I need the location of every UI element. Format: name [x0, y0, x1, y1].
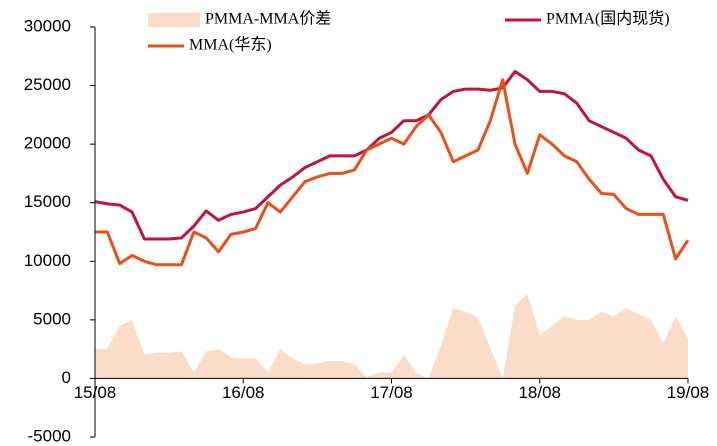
legend-label: MMA(华东)	[189, 36, 272, 54]
x-tick-label: 15/08	[74, 383, 117, 402]
legend-label: PMMA(国内现货)	[546, 10, 670, 28]
x-tick-label: 17/08	[370, 383, 413, 402]
y-tick-label: 5000	[33, 309, 71, 328]
legend-label: PMMA-MMA价差	[205, 10, 331, 28]
y-tick-label: 15000	[24, 192, 71, 211]
y-tick-label: 20000	[24, 134, 71, 153]
spread-area	[95, 294, 688, 379]
y-tick-label: 10000	[24, 251, 71, 270]
y-tick-label: 0	[62, 368, 71, 387]
price-line	[95, 78, 690, 267]
y-tick-label: -5000	[28, 426, 71, 445]
x-tick-label: 19/08	[667, 383, 710, 402]
legend-swatch	[148, 13, 200, 27]
y-tick-label: 25000	[24, 75, 71, 94]
x-tick-label: 16/08	[222, 383, 265, 402]
x-tick-label: 18/08	[518, 383, 561, 402]
price-line	[94, 70, 689, 241]
y-tick-label: 30000	[24, 16, 71, 35]
